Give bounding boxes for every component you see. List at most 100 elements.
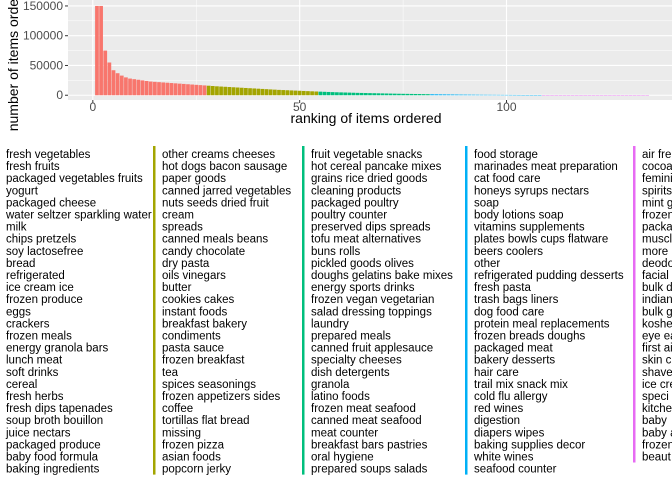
legend-label: frozen [642,439,672,451]
legend-label: water seltzer sparkling water [5,210,152,222]
bar [421,94,426,96]
bar [124,77,128,96]
bar [330,92,335,96]
legend-label: frozen meals [6,331,72,343]
legend-label: tortillas flat bread [162,415,250,427]
legend-label: milk [6,222,27,234]
legend-label: yogurt [6,185,39,197]
legend-label: grains rice dried goods [311,173,428,185]
bar [169,83,174,96]
legend-label: deodo [642,258,672,270]
legend-label: energy sports drinks [311,282,415,294]
legend-label: packaged meat [474,343,553,355]
x-tick-label: 100 [497,100,517,114]
legend-label: baby [642,415,667,427]
legend-label: tofu meat alternatives [311,234,421,246]
legend-label: packaged produce [6,439,101,451]
bar [413,93,418,96]
legend-label: canned fruit applesauce [311,343,433,355]
legend-label: coffee [162,403,193,415]
legend-label: canned meals beans [162,234,268,246]
legend-label: packaged vegetables fruits [6,173,143,185]
legend-label: cold flu allergy [474,391,548,403]
bar [264,89,269,96]
legend-label: poultry counter [311,210,387,222]
legend-label: canned jarred vegetables [162,185,291,197]
bar [285,90,290,96]
legend-label: hot dogs bacon sausage [162,161,287,173]
legend-label: meat counter [311,427,378,439]
legend-label: baking supplies decor [474,439,585,451]
legend-label: frozen appetizers sides [162,391,281,403]
bar [392,93,397,96]
legend-key [153,146,156,475]
bar [405,93,410,96]
legend-label: condiments [162,331,221,343]
legend-label: juice nectars [5,427,71,439]
legend-label: oils vinegars [162,270,226,282]
bar [343,92,348,96]
legend-label: oral hygiene [311,452,374,464]
legend-label: breakfast bars pastries [311,439,428,451]
bar [297,90,302,96]
bar [99,5,103,96]
bar [430,94,434,96]
legend-label: laundry [311,318,349,330]
legend-label: first ai [642,343,672,355]
legend-label: shave [642,367,672,379]
legend-label: hair care [474,367,519,379]
bar [364,93,368,96]
bar [272,89,277,96]
bar [202,85,207,96]
legend-label: spices seasonings [162,379,256,391]
bar [186,84,190,96]
bar [455,94,459,96]
legend-label: eye ea [642,331,672,343]
minor-gridlines [68,0,672,100]
bar [289,90,294,96]
bar [380,93,385,96]
legend-label: pickled goods olives [311,258,414,270]
legend-label: frozen breads doughs [474,331,585,343]
bar [223,86,228,96]
bar [314,91,319,96]
legend-key [302,146,305,475]
bar [115,73,120,96]
bar [409,93,414,96]
bar [173,83,178,96]
x-axis-title: ranking of items ordered [291,110,442,126]
bar [293,90,298,96]
legend-label: mint g [642,197,672,209]
bar [132,79,137,96]
legend-label: frozen produce [6,294,83,306]
legend-label: air fre [642,149,671,161]
bar [219,86,223,96]
legend-label: trash bags liners [474,294,559,306]
legend-label: preserved dips spreads [311,222,431,234]
bar [107,62,112,96]
bar [206,85,211,96]
bar [268,89,273,96]
bar [355,92,360,96]
bar [157,82,161,96]
legend-label: seafood counter [474,464,557,476]
legend-label: ice cream ice [6,282,74,294]
legend-label: tea [162,367,179,379]
legend-label: beers coolers [474,246,543,258]
legend-label: hot cereal pancake mixes [311,161,442,173]
bar [95,5,99,96]
legend-label: speci [642,391,669,403]
bar [227,87,232,96]
legend-label: body lotions soap [474,210,564,222]
legend-label: packaged cheese [6,197,96,209]
y-axis-title: number of items ordered [5,0,21,131]
bar [252,88,257,96]
legend-label: frozen breakfast [162,355,245,367]
bar [231,87,236,96]
legend-label: soup broth bouillon [6,415,103,427]
legend-label: soft drinks [6,367,59,379]
legend-label: soap [474,197,499,209]
legend-label: frozen vegan vegetarian [311,294,434,306]
bar [450,94,455,96]
legend-label: protein meal replacements [474,318,610,330]
